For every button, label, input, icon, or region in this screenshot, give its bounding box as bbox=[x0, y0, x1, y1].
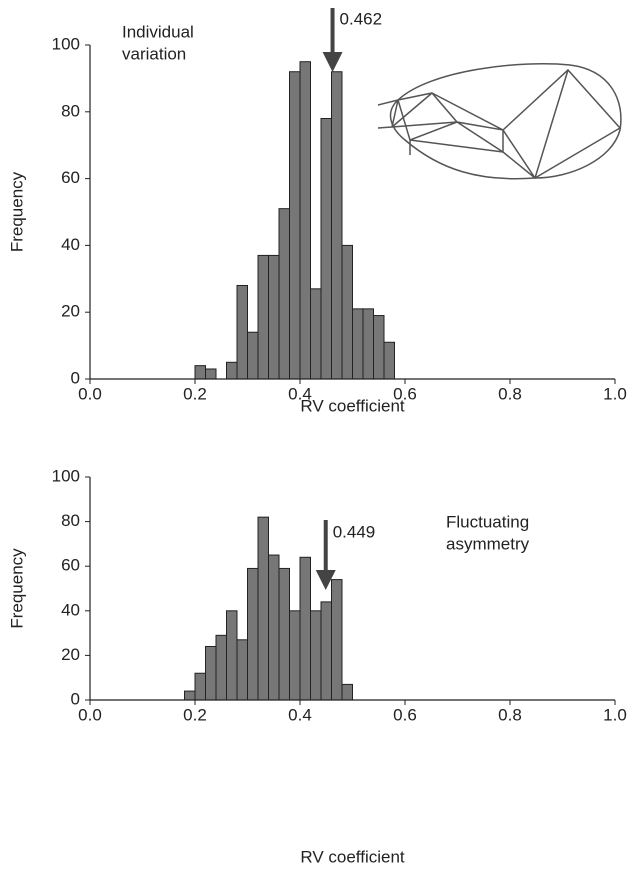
bar bbox=[383, 341, 395, 380]
x-tick-label: 0.6 bbox=[393, 705, 417, 724]
bar bbox=[194, 365, 206, 380]
y-tick-label: 20 bbox=[61, 645, 80, 664]
y-tick-label: 80 bbox=[61, 101, 80, 120]
x-tick-label: 0.6 bbox=[393, 384, 417, 403]
x-axis-label: RV coefficient bbox=[300, 847, 405, 866]
marker-arrowhead bbox=[322, 52, 343, 72]
bar bbox=[247, 567, 259, 701]
y-tick-label: 100 bbox=[52, 34, 80, 53]
x-axis-label: RV coefficient bbox=[300, 396, 405, 415]
x-tick-label: 1.0 bbox=[603, 705, 627, 724]
bar bbox=[215, 634, 227, 701]
bar bbox=[362, 308, 374, 380]
y-tick-label: 60 bbox=[61, 556, 80, 575]
y-axis-label: Frequency bbox=[7, 548, 26, 629]
x-tick-label: 0.2 bbox=[183, 384, 207, 403]
bar bbox=[341, 683, 353, 701]
bar bbox=[320, 117, 332, 380]
bar bbox=[247, 331, 259, 380]
annotation: Individual bbox=[122, 22, 194, 41]
bar bbox=[205, 368, 217, 380]
bar bbox=[257, 516, 269, 701]
bar bbox=[331, 71, 343, 380]
x-tick-label: 0.8 bbox=[498, 705, 522, 724]
bar bbox=[320, 601, 332, 701]
x-tick-label: 0.0 bbox=[78, 705, 102, 724]
x-tick-label: 0.8 bbox=[498, 384, 522, 403]
marker-label: 0.449 bbox=[333, 522, 376, 541]
y-tick-label: 40 bbox=[61, 235, 80, 254]
y-tick-label: 40 bbox=[61, 600, 80, 619]
x-tick-label: 0.4 bbox=[288, 705, 312, 724]
bar bbox=[257, 254, 269, 380]
wing-drawing bbox=[377, 63, 622, 180]
x-tick-label: 0.4 bbox=[288, 384, 312, 403]
bar bbox=[310, 610, 322, 701]
bar bbox=[194, 672, 206, 701]
bar bbox=[226, 610, 238, 701]
bar bbox=[226, 361, 238, 380]
bar bbox=[299, 61, 311, 380]
bar bbox=[373, 315, 385, 380]
marker-arrowhead bbox=[315, 570, 336, 590]
x-tick-label: 1.0 bbox=[603, 384, 627, 403]
bar bbox=[289, 71, 301, 380]
y-tick-label: 100 bbox=[52, 466, 80, 485]
bar bbox=[352, 308, 364, 380]
bar bbox=[268, 554, 280, 701]
bar bbox=[341, 244, 353, 380]
y-tick-label: 0 bbox=[71, 368, 80, 387]
y-tick-label: 20 bbox=[61, 302, 80, 321]
bar bbox=[299, 556, 311, 701]
y-tick-label: 0 bbox=[71, 689, 80, 708]
y-tick-label: 80 bbox=[61, 511, 80, 530]
bar bbox=[236, 284, 248, 380]
bar bbox=[205, 645, 217, 701]
annotation: asymmetry bbox=[446, 534, 530, 553]
annotation: variation bbox=[122, 44, 186, 63]
bar bbox=[278, 567, 290, 701]
annotation: Fluctuating bbox=[446, 512, 529, 531]
bar bbox=[310, 288, 322, 380]
y-axis-label: Frequency bbox=[7, 171, 26, 252]
bar bbox=[236, 639, 248, 701]
bar bbox=[184, 690, 196, 701]
bar bbox=[331, 579, 343, 701]
marker-label: 0.462 bbox=[340, 9, 383, 28]
bar bbox=[268, 254, 280, 380]
y-tick-label: 60 bbox=[61, 168, 80, 187]
bar bbox=[278, 208, 290, 380]
x-tick-label: 0.0 bbox=[78, 384, 102, 403]
bar bbox=[289, 610, 301, 701]
x-tick-label: 0.2 bbox=[183, 705, 207, 724]
